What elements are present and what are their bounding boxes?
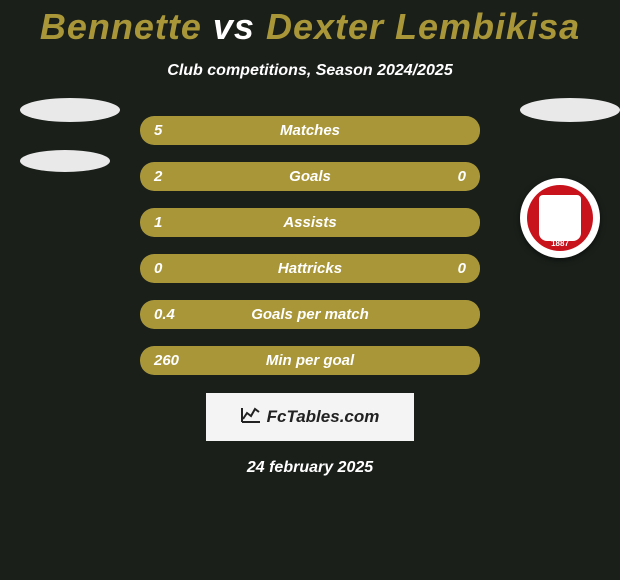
watermark-text: FcTables.com bbox=[267, 407, 380, 427]
placeholder-ellipse bbox=[20, 98, 120, 122]
stat-metric: Goals per match bbox=[140, 300, 480, 329]
player1-name: Bennette bbox=[40, 6, 202, 47]
vs-label: vs bbox=[213, 6, 255, 47]
stat-row: 0.4Goals per match bbox=[140, 300, 480, 329]
subtitle: Club competitions, Season 2024/2025 bbox=[0, 62, 620, 80]
stat-row: 260Min per goal bbox=[140, 346, 480, 375]
chart-icon bbox=[241, 407, 261, 428]
player2-name: Dexter Lembikisa bbox=[266, 6, 580, 47]
stat-metric: Assists bbox=[140, 208, 480, 237]
stat-metric: Hattricks bbox=[140, 254, 480, 283]
club-badge: 1887 bbox=[520, 178, 600, 258]
stat-row: 1Assists bbox=[140, 208, 480, 237]
placeholder-ellipse-small bbox=[20, 150, 110, 172]
club-shield-icon bbox=[539, 195, 581, 241]
player2-logo-area bbox=[520, 98, 600, 178]
date-label: 24 february 2025 bbox=[0, 459, 620, 477]
stat-metric: Matches bbox=[140, 116, 480, 145]
player1-logo-area bbox=[20, 98, 100, 178]
stat-metric: Min per goal bbox=[140, 346, 480, 375]
club-badge-year: 1887 bbox=[527, 239, 593, 248]
stat-row: 5Matches bbox=[140, 116, 480, 145]
club-badge-ring: 1887 bbox=[527, 185, 593, 251]
watermark: FcTables.com bbox=[206, 393, 414, 441]
stat-metric: Goals bbox=[140, 162, 480, 191]
comparison-title: Bennette vs Dexter Lembikisa bbox=[0, 0, 620, 48]
placeholder-ellipse bbox=[520, 98, 620, 122]
stat-row: 20Goals bbox=[140, 162, 480, 191]
stat-row: 00Hattricks bbox=[140, 254, 480, 283]
